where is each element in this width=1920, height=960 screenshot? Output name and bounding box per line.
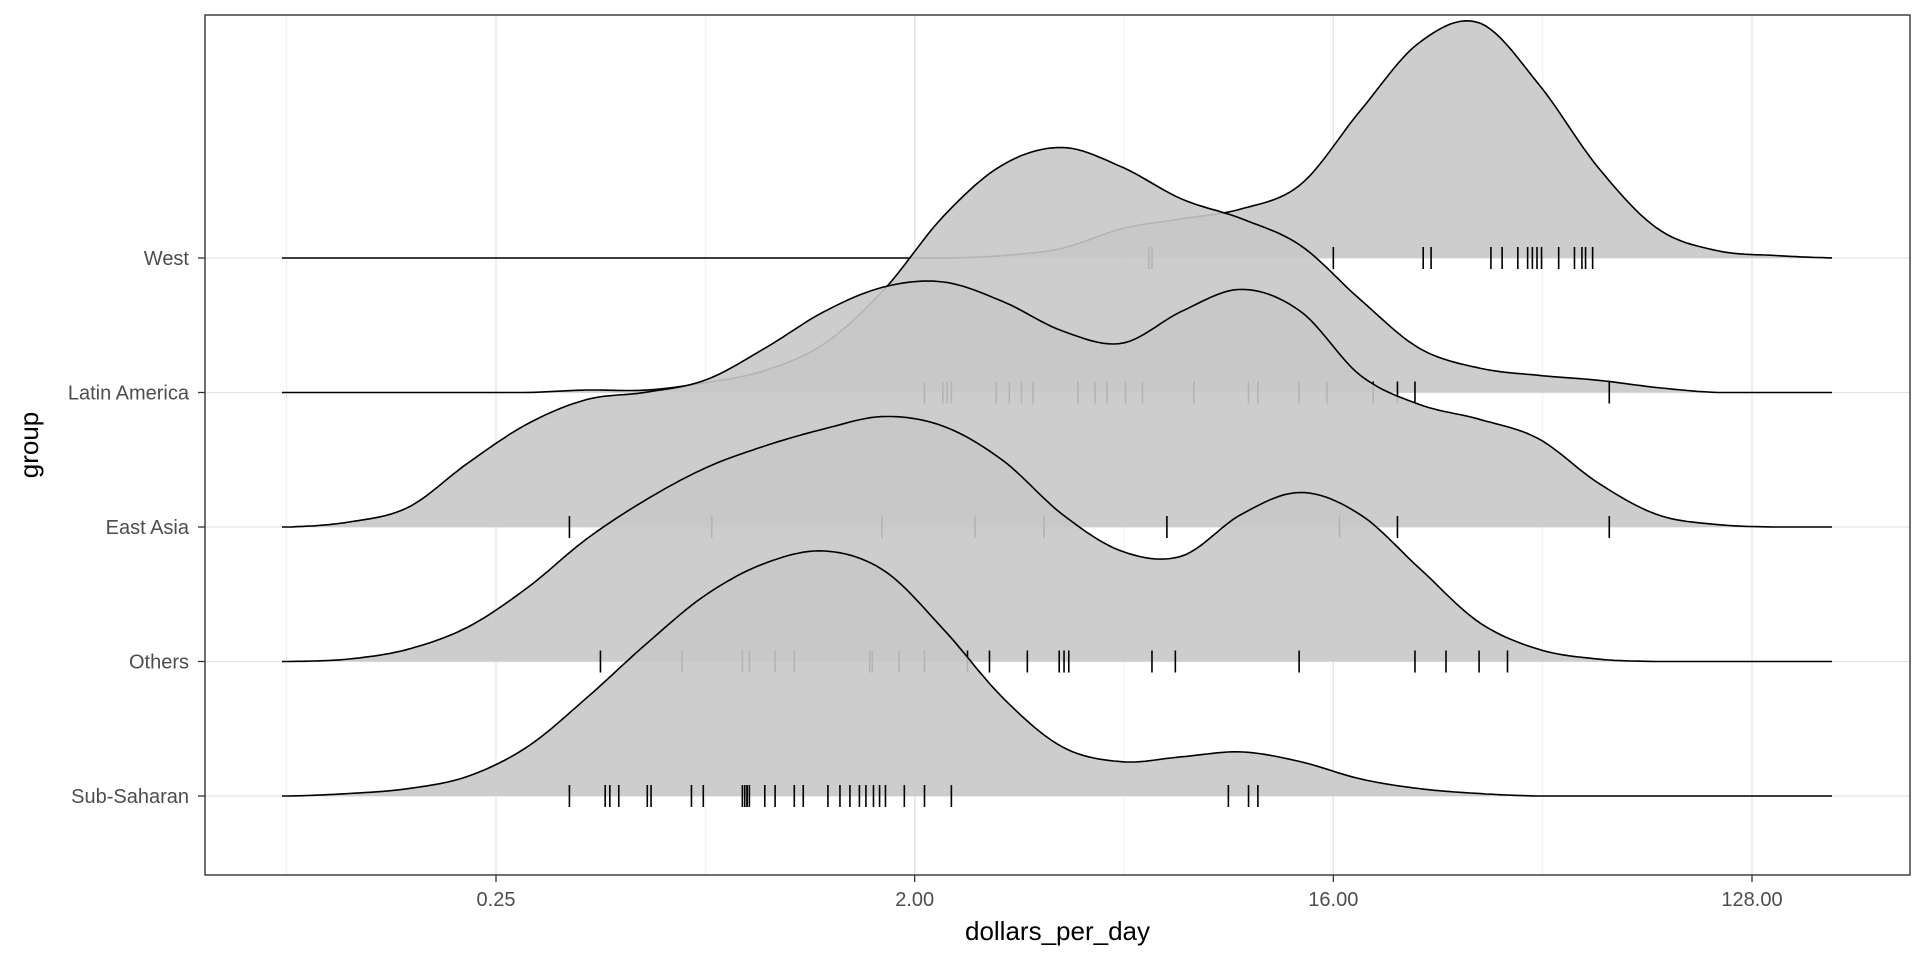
y-tick-label: Sub-Saharan [71, 786, 189, 808]
x-axis-title: dollars_per_day [965, 916, 1150, 946]
x-tick-label: 128.00 [1721, 889, 1782, 911]
density-fill [282, 147, 1832, 393]
density-fill [282, 20, 1832, 258]
ridge-sub-saharan [282, 549, 1832, 807]
y-axis-title: group [14, 412, 44, 479]
density-fill [282, 416, 1832, 662]
density-line [282, 415, 1832, 663]
density-ridges [282, 19, 1833, 807]
y-tick-label: East Asia [106, 517, 190, 539]
y-tick-label: West [144, 248, 190, 270]
x-tick-label: 2.00 [895, 889, 934, 911]
x-tick-label: 0.25 [477, 889, 516, 911]
density-fill [282, 281, 1832, 527]
y-tick-label: Latin America [68, 383, 190, 405]
density-fill [282, 550, 1832, 796]
x-tick-label: 16.00 [1308, 889, 1358, 911]
panel-border [204, 14, 1911, 876]
density-line [282, 146, 1832, 394]
density-line [282, 280, 1832, 528]
y-axis: Sub-Saharan Others East Asia Latin America W… [68, 248, 205, 808]
x-axis: 0.25 2.00 16.00 128.00 [477, 875, 1783, 911]
y-tick-label: Others [129, 652, 189, 674]
density-line [282, 549, 1832, 797]
